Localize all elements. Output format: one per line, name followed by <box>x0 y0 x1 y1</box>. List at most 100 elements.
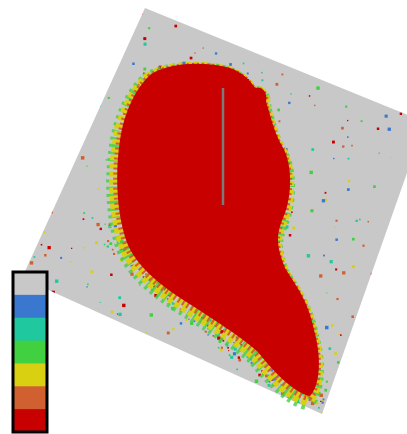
speckle <box>395 341 397 343</box>
speckle <box>330 260 333 263</box>
speckle <box>270 407 272 409</box>
speckle <box>44 254 47 257</box>
speckle <box>98 188 99 189</box>
speckle <box>364 395 367 398</box>
speckle <box>388 128 391 131</box>
speckle <box>55 280 58 283</box>
speckle <box>215 52 217 54</box>
speckle <box>82 393 84 395</box>
speckle <box>194 320 196 322</box>
speckle <box>94 62 97 65</box>
speckle <box>337 373 340 376</box>
speckle <box>334 414 335 415</box>
speckle <box>103 72 106 75</box>
legend-swatch <box>13 341 47 364</box>
speckle <box>314 105 315 106</box>
speckle <box>113 350 114 351</box>
speckle <box>393 12 396 15</box>
speckle <box>380 29 381 30</box>
speckle <box>329 22 331 24</box>
speckle <box>402 221 404 223</box>
speckle <box>391 157 392 158</box>
speckle <box>99 84 101 86</box>
speckle <box>118 296 121 299</box>
speckle <box>168 357 171 360</box>
speckle <box>186 319 188 321</box>
speckle <box>255 380 258 383</box>
speckle <box>137 353 139 355</box>
speckle <box>382 374 385 377</box>
speckle <box>118 313 121 316</box>
speckle <box>220 349 223 352</box>
speckle <box>185 403 186 404</box>
speckle <box>221 347 223 349</box>
speckle <box>83 218 85 220</box>
speckle <box>110 242 113 245</box>
speckle <box>385 115 388 118</box>
speckle <box>225 407 228 410</box>
speckle <box>71 248 72 249</box>
speckle <box>372 33 375 36</box>
speckle <box>83 103 85 105</box>
speckle <box>68 76 70 78</box>
speckle <box>25 50 28 53</box>
speckle <box>109 226 110 227</box>
speckle <box>400 113 402 115</box>
speckle <box>243 63 245 65</box>
speckle <box>325 192 327 194</box>
speckle <box>390 232 391 233</box>
speckle <box>328 396 330 398</box>
speckle <box>71 357 73 359</box>
speckle <box>397 220 400 223</box>
speckle <box>329 403 332 406</box>
speckle <box>329 402 331 404</box>
speckle <box>304 410 305 411</box>
speckle <box>87 284 89 286</box>
legend-swatch <box>13 363 47 386</box>
speckle <box>78 139 80 141</box>
speckle <box>384 355 386 357</box>
speckle <box>238 359 241 362</box>
speckle <box>355 67 358 70</box>
speckle <box>333 158 334 159</box>
speckle <box>78 378 81 381</box>
speckle <box>328 411 330 413</box>
speckle <box>98 104 101 107</box>
speckle <box>353 372 354 373</box>
speckle <box>291 211 293 213</box>
speckle <box>187 393 190 396</box>
speckle <box>324 389 327 392</box>
speckle <box>49 365 53 369</box>
speckle <box>93 35 95 37</box>
speckle <box>358 368 359 369</box>
speckle <box>228 350 229 351</box>
speckle <box>289 234 292 237</box>
speckle <box>208 393 210 395</box>
speckle <box>354 367 356 369</box>
speckle <box>393 373 395 375</box>
speckle <box>235 388 237 390</box>
speckle <box>132 63 135 66</box>
speckle <box>44 231 46 233</box>
legend-swatch <box>13 272 47 295</box>
speckle <box>223 340 225 342</box>
speckle <box>67 355 70 358</box>
speckle <box>108 97 110 99</box>
speckle <box>338 334 339 335</box>
speckle <box>81 156 85 160</box>
speckle <box>119 361 123 365</box>
speckle <box>86 286 87 287</box>
speckle <box>130 273 133 276</box>
speckle <box>352 238 355 241</box>
speckle <box>272 394 274 396</box>
legend-swatch <box>13 318 47 341</box>
speckle <box>49 61 52 64</box>
speckle <box>84 247 86 249</box>
speckle <box>354 324 356 326</box>
speckle <box>359 334 362 337</box>
speckle <box>388 302 391 305</box>
speckle <box>83 212 85 214</box>
speckle <box>223 399 226 402</box>
speckle <box>91 106 92 107</box>
speckle <box>341 42 344 45</box>
